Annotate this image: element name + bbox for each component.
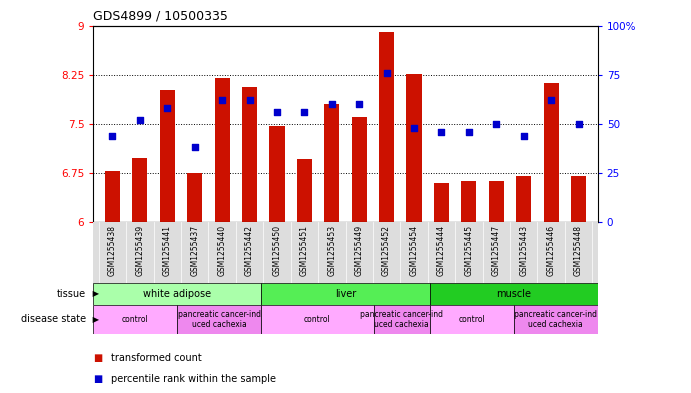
Text: disease state: disease state [21, 314, 86, 324]
Point [464, 129, 475, 135]
Bar [489, 182, 504, 222]
Bar [93, 283, 261, 305]
Bar [544, 83, 558, 222]
Bar [374, 305, 430, 334]
Text: pancreatic cancer-ind
uced cachexia: pancreatic cancer-ind uced cachexia [178, 310, 261, 329]
Point [573, 121, 584, 127]
Point [299, 109, 310, 115]
Point [134, 117, 145, 123]
Text: control: control [458, 315, 485, 324]
Point [326, 101, 337, 107]
Point [408, 125, 419, 131]
Text: pancreatic cancer-ind
uced cachexia: pancreatic cancer-ind uced cachexia [360, 310, 443, 329]
Text: GSM1255452: GSM1255452 [382, 225, 391, 276]
Text: transformed count: transformed count [111, 353, 201, 363]
Text: GSM1255446: GSM1255446 [547, 225, 556, 276]
Bar [379, 32, 394, 222]
Text: GSM1255437: GSM1255437 [190, 225, 199, 276]
Text: control: control [122, 315, 149, 324]
Text: GSM1255451: GSM1255451 [300, 225, 309, 276]
Text: GSM1255445: GSM1255445 [464, 225, 473, 276]
Text: tissue: tissue [57, 289, 86, 299]
Text: ▶: ▶ [90, 315, 99, 324]
Bar [516, 176, 531, 222]
Bar [105, 171, 120, 222]
Point [107, 132, 118, 139]
Bar [133, 158, 147, 222]
Text: GSM1255454: GSM1255454 [410, 225, 419, 276]
Text: GSM1255448: GSM1255448 [574, 225, 583, 276]
Bar [160, 90, 175, 222]
Bar [571, 176, 586, 222]
Bar [215, 78, 229, 222]
Point [216, 97, 227, 103]
Bar [297, 159, 312, 222]
Text: GSM1255438: GSM1255438 [108, 225, 117, 276]
Point [436, 129, 447, 135]
Bar [352, 117, 367, 222]
Text: GSM1255441: GSM1255441 [163, 225, 172, 276]
Bar [324, 104, 339, 222]
Point [546, 97, 557, 103]
Text: GSM1255450: GSM1255450 [272, 225, 281, 276]
Bar [462, 182, 476, 222]
Bar [430, 283, 598, 305]
Text: ■: ■ [93, 374, 102, 384]
Point [491, 121, 502, 127]
Bar [178, 305, 261, 334]
Bar [261, 305, 374, 334]
Bar [434, 183, 449, 222]
Bar [513, 305, 598, 334]
Text: GSM1255444: GSM1255444 [437, 225, 446, 276]
Text: GSM1255453: GSM1255453 [328, 225, 337, 276]
Text: GSM1255443: GSM1255443 [519, 225, 528, 276]
Point [354, 101, 365, 107]
Point [518, 132, 529, 139]
Text: GDS4899 / 10500335: GDS4899 / 10500335 [93, 10, 228, 23]
Text: muscle: muscle [496, 289, 531, 299]
Text: GSM1255449: GSM1255449 [354, 225, 363, 276]
Text: GSM1255447: GSM1255447 [492, 225, 501, 276]
Bar [269, 127, 285, 222]
Text: GSM1255440: GSM1255440 [218, 225, 227, 276]
Point [189, 144, 200, 151]
Bar [430, 305, 513, 334]
Text: pancreatic cancer-ind
uced cachexia: pancreatic cancer-ind uced cachexia [514, 310, 597, 329]
Bar [187, 173, 202, 222]
Bar [93, 305, 178, 334]
Bar [242, 87, 257, 222]
Text: GSM1255439: GSM1255439 [135, 225, 144, 276]
Bar [261, 283, 430, 305]
Text: ▶: ▶ [90, 289, 99, 298]
Point [244, 97, 255, 103]
Text: white adipose: white adipose [143, 289, 211, 299]
Text: liver: liver [335, 289, 356, 299]
Text: ■: ■ [93, 353, 102, 363]
Text: control: control [304, 315, 331, 324]
Text: GSM1255442: GSM1255442 [245, 225, 254, 276]
Text: percentile rank within the sample: percentile rank within the sample [111, 374, 276, 384]
Point [381, 70, 392, 76]
Point [162, 105, 173, 111]
Point [272, 109, 283, 115]
Bar [406, 74, 422, 222]
